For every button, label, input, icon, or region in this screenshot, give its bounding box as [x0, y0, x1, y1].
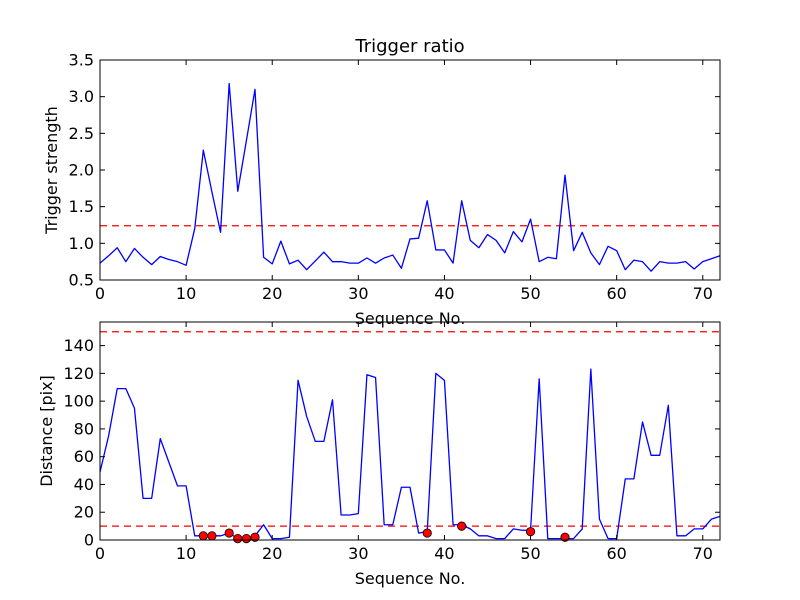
x-tick-label: 0 [95, 544, 105, 563]
x-tick-label: 60 [606, 544, 626, 563]
y-tick-label: 100 [63, 392, 94, 411]
y-tick-label: 20 [74, 503, 94, 522]
y-tick-label: 3.0 [69, 87, 94, 106]
x-tick-label: 20 [262, 284, 282, 303]
y-tick-label: 0.5 [69, 271, 94, 290]
trigger-ratio-chart: Trigger ratio 0 10 20 30 40 50 60 70 0.5 1.0 1.5 2.… [42, 36, 721, 328]
x-tick-label: 10 [176, 284, 196, 303]
y-tick-label: 60 [74, 447, 94, 466]
plot-area: 0 10 20 30 40 50 60 70 0 20 40 60 80 100 120 140 [63, 321, 721, 563]
data-point-marker [525, 527, 536, 537]
data-point-marker [457, 521, 467, 531]
x-tick-label: 20 [262, 544, 282, 563]
y-tick-label: 3.5 [69, 51, 94, 70]
x-tick-label: 40 [434, 284, 454, 303]
y-axis-label: Distance [pix] [37, 375, 56, 487]
x-tick-label: 50 [520, 284, 540, 303]
y-tick-label: 80 [74, 419, 94, 438]
y-tick-label: 0 [84, 531, 94, 550]
x-tick-label: 30 [348, 544, 368, 563]
y-tick-label: 1.0 [69, 234, 94, 253]
distance-chart: 0 10 20 30 40 50 60 70 0 20 40 60 80 100 120 140 Sequen… [37, 321, 721, 588]
series-line [99, 82, 721, 272]
x-axis-label: Sequence No. [355, 569, 466, 588]
y-tick-label: 2.0 [69, 161, 94, 180]
y-tick-label: 120 [63, 364, 94, 383]
data-point-marker [241, 534, 251, 544]
y-tick-label: 2.5 [69, 124, 94, 143]
x-tick-label: 70 [693, 284, 713, 303]
data-point-marker [250, 532, 260, 542]
plot-area: 0 10 20 30 40 50 60 70 0.5 1.0 1.5 2.0 2.5 3.0 3.5 [69, 51, 721, 303]
y-tick-label: 40 [74, 475, 94, 494]
data-point-marker [422, 528, 432, 538]
x-tick-label: 60 [606, 284, 626, 303]
data-point-marker [224, 528, 234, 538]
y-axis-label: Trigger strength [42, 106, 61, 235]
x-tick-label: 10 [176, 544, 196, 563]
data-point-marker [560, 532, 570, 542]
x-tick-label: 70 [693, 544, 713, 563]
data-point-marker [198, 531, 208, 541]
x-tick-label: 40 [434, 544, 454, 563]
x-axis-label: Sequence No. [355, 309, 466, 328]
y-tick-label: 1.5 [69, 197, 94, 216]
data-point-marker [207, 531, 217, 541]
axes-frame [99, 321, 721, 541]
x-tick-label: 50 [520, 544, 540, 563]
chart-title: Trigger ratio [354, 36, 464, 57]
data-point-marker [233, 534, 243, 544]
y-tick-label: 140 [63, 336, 94, 355]
x-tick-label: 0 [95, 284, 105, 303]
x-tick-label: 30 [348, 284, 368, 303]
